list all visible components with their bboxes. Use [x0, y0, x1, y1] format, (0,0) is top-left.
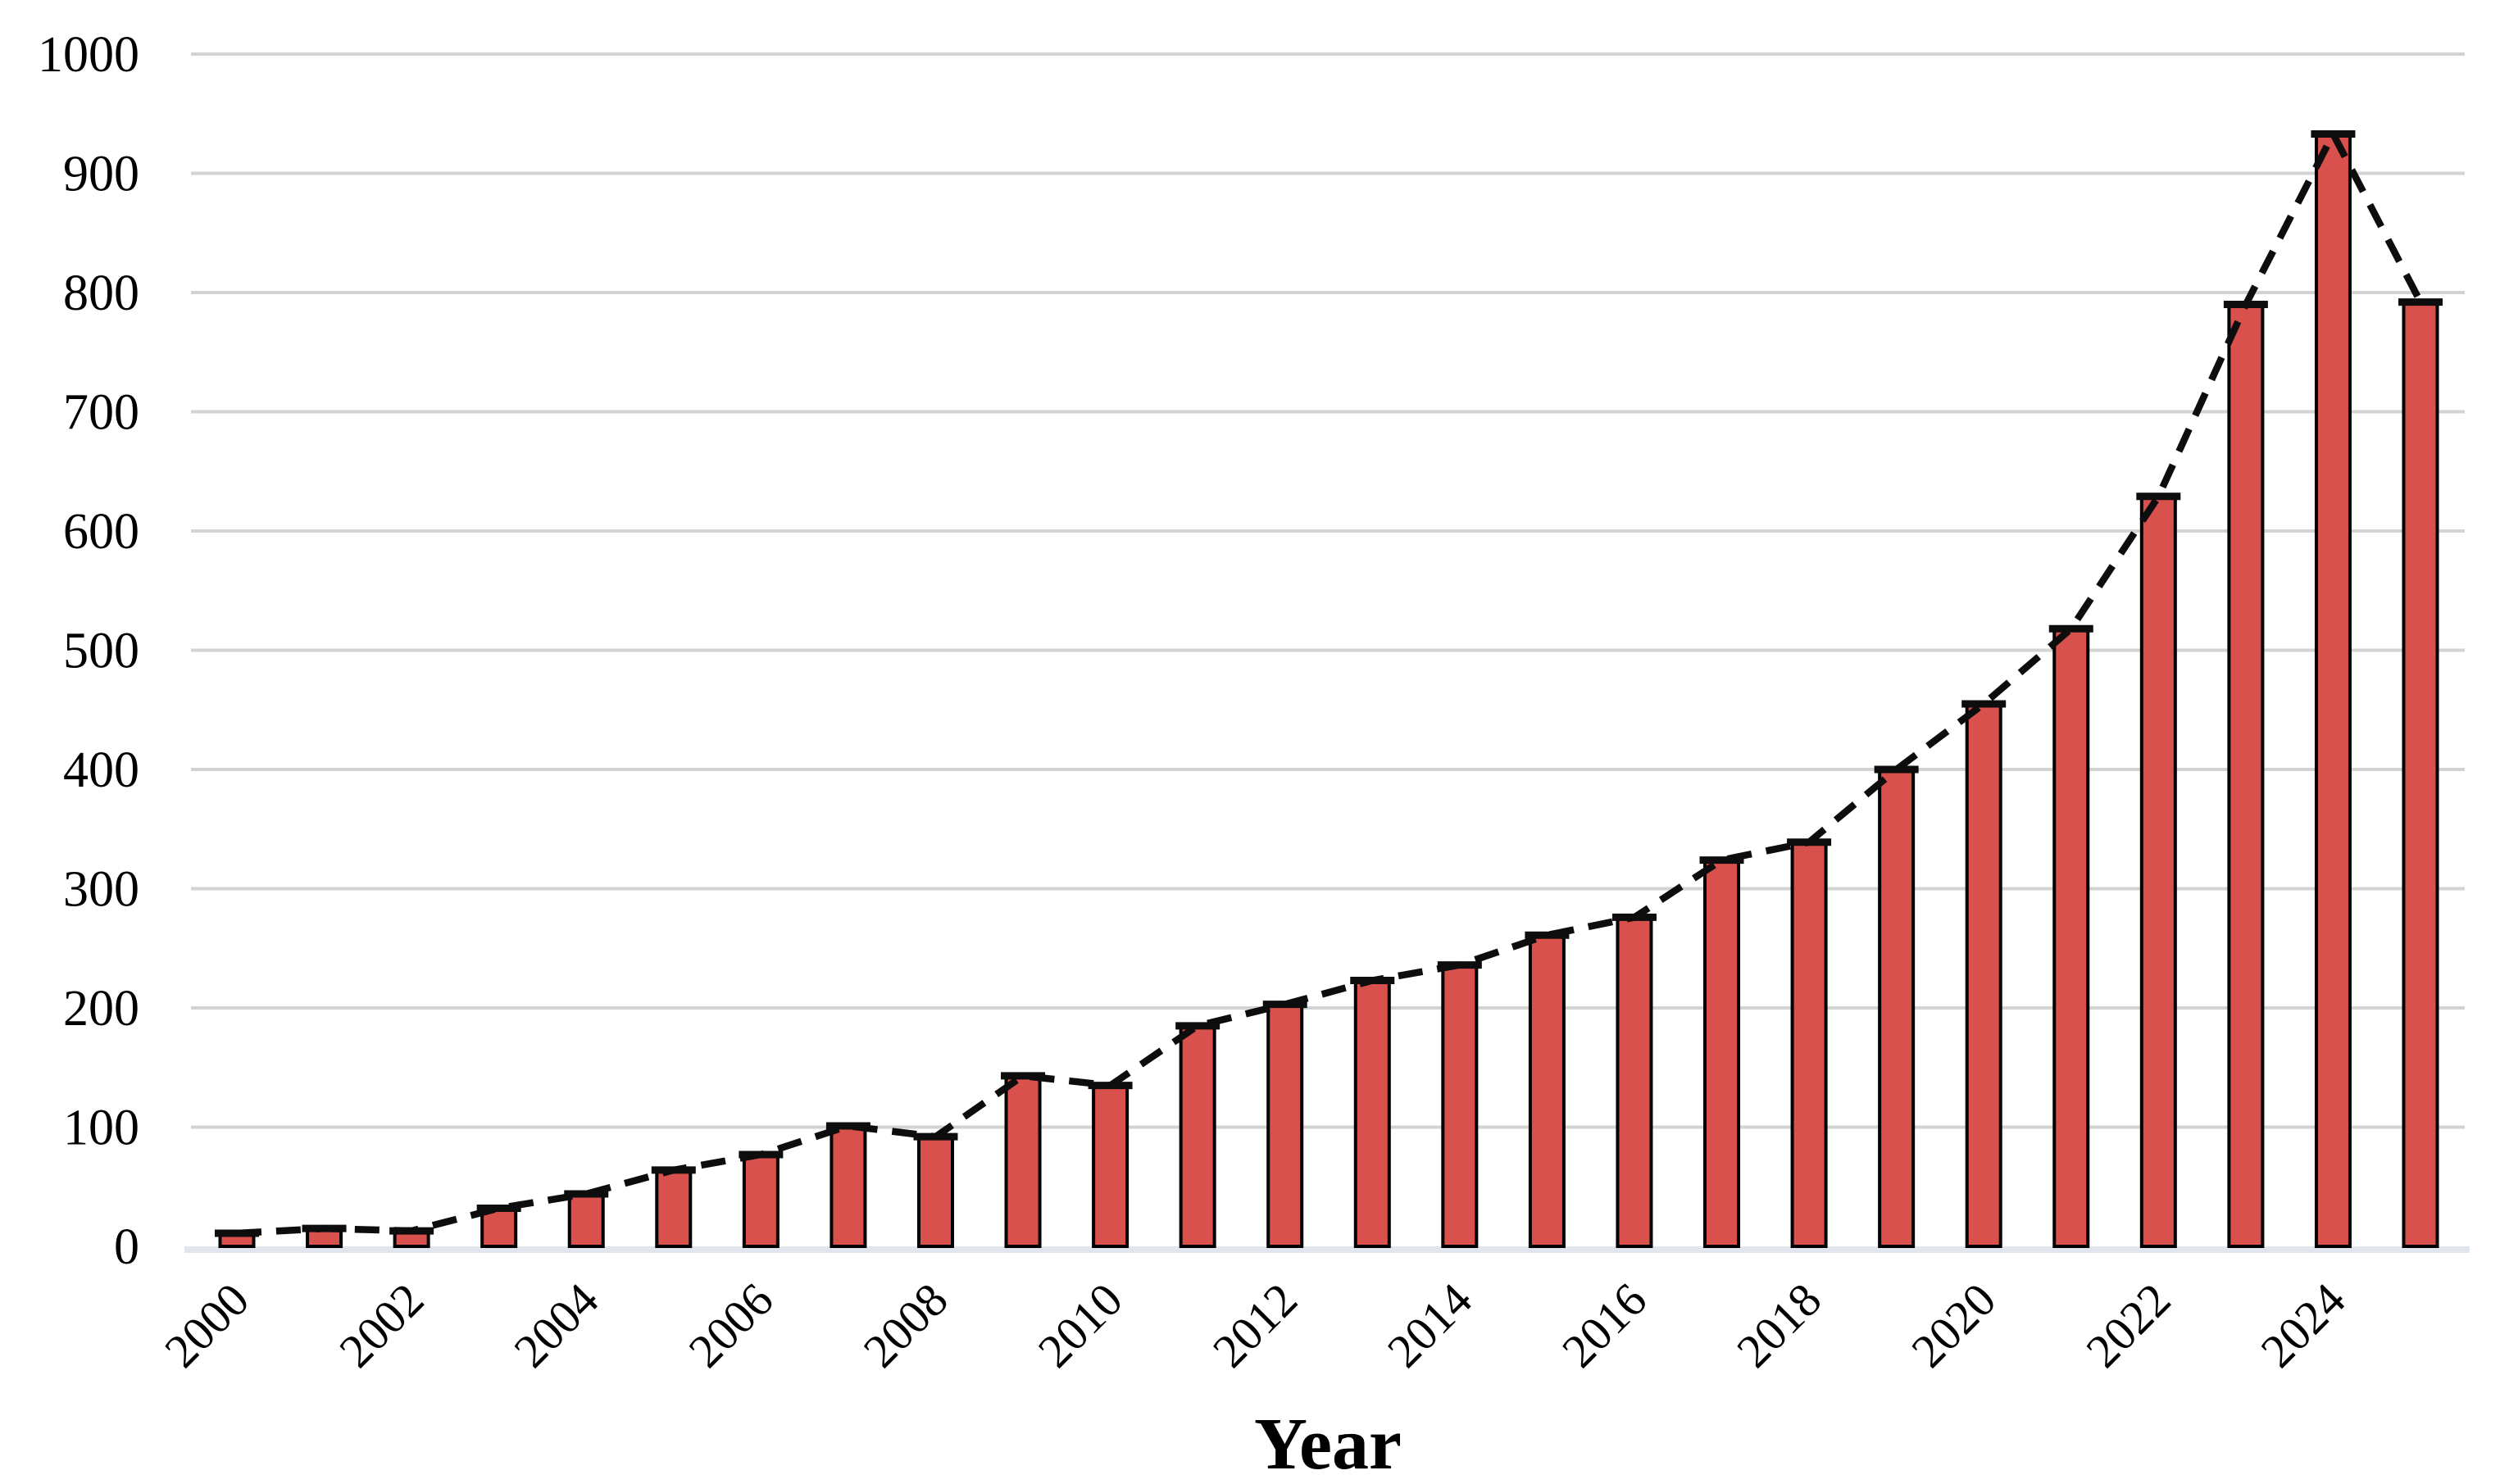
trend-dashed-line [236, 130, 2424, 1237]
y-tick-labels-group: 0 100 200 300 400 500 600 700 800 900 1000 [38, 27, 139, 1275]
y-tick-label-700: 700 [63, 385, 139, 441]
x-tick-label-2020: 2020 [1901, 1273, 2006, 1377]
bar-2005 [655, 1168, 693, 1249]
y-tick-label-100: 100 [63, 1101, 139, 1156]
bar-2015 [1528, 933, 1566, 1248]
x-tick-label-2016: 2016 [1552, 1273, 1657, 1377]
bar-2006 [742, 1152, 780, 1248]
bar-2020 [1965, 701, 2002, 1248]
y-tick-label-0: 0 [114, 1219, 139, 1275]
y-tick-label-200: 200 [63, 981, 139, 1037]
x-tick-label-2004: 2004 [503, 1273, 608, 1377]
x-axis-line [184, 1246, 2470, 1253]
y-tick-label-600: 600 [63, 504, 139, 560]
bar-2021 [2052, 627, 2090, 1248]
x-tick-label-2014: 2014 [1377, 1273, 1482, 1377]
bar-2012 [1266, 1002, 1304, 1248]
y-tick-label-300: 300 [63, 862, 139, 918]
bar-2016 [1616, 915, 1653, 1249]
x-tick-label-2022: 2022 [2076, 1273, 2181, 1377]
gridlines-group [191, 52, 2465, 1129]
bar-2004 [567, 1191, 605, 1248]
x-tick-label-2006: 2006 [679, 1273, 784, 1377]
bar-2013 [1353, 978, 1391, 1249]
bar-2025 [2402, 300, 2439, 1248]
bar-2011 [1179, 1023, 1216, 1248]
bars-group [218, 132, 2439, 1249]
x-tick-label-2024: 2024 [2251, 1273, 2356, 1377]
x-axis-title: Year [1254, 1404, 1402, 1484]
x-axis-band-group [184, 1246, 2470, 1253]
bar-2008 [916, 1135, 954, 1249]
x-tick-label-2002: 2002 [329, 1273, 434, 1377]
y-tick-label-1000: 1000 [38, 27, 139, 83]
bar-2018 [1790, 840, 1828, 1248]
bar-2009 [1004, 1073, 1042, 1249]
x-tick-label-2000: 2000 [154, 1273, 259, 1377]
x-tick-label-2010: 2010 [1028, 1273, 1133, 1377]
x-tick-labels-group: 2000 2002 2004 2006 2008 2010 2012 2014 2016 2018… [154, 1273, 2355, 1377]
trend-line-group [215, 129, 2443, 1237]
bar-2022 [2139, 494, 2177, 1248]
x-tick-label-2008: 2008 [853, 1273, 958, 1377]
y-tick-label-400: 400 [63, 742, 139, 798]
bar-2007 [830, 1124, 867, 1249]
x-tick-label-2012: 2012 [1202, 1273, 1307, 1377]
y-tick-label-800: 800 [63, 265, 139, 321]
bar-2010 [1092, 1083, 1130, 1248]
bar-2014 [1441, 963, 1479, 1248]
bar-2024 [2314, 132, 2352, 1249]
bar-2017 [1703, 858, 1741, 1248]
bar-2019 [1878, 768, 1916, 1248]
y-tick-label-500: 500 [63, 624, 139, 679]
y-tick-label-900: 900 [63, 147, 139, 202]
bar-2023 [2227, 302, 2265, 1248]
x-tick-label-2018: 2018 [1726, 1273, 1831, 1377]
